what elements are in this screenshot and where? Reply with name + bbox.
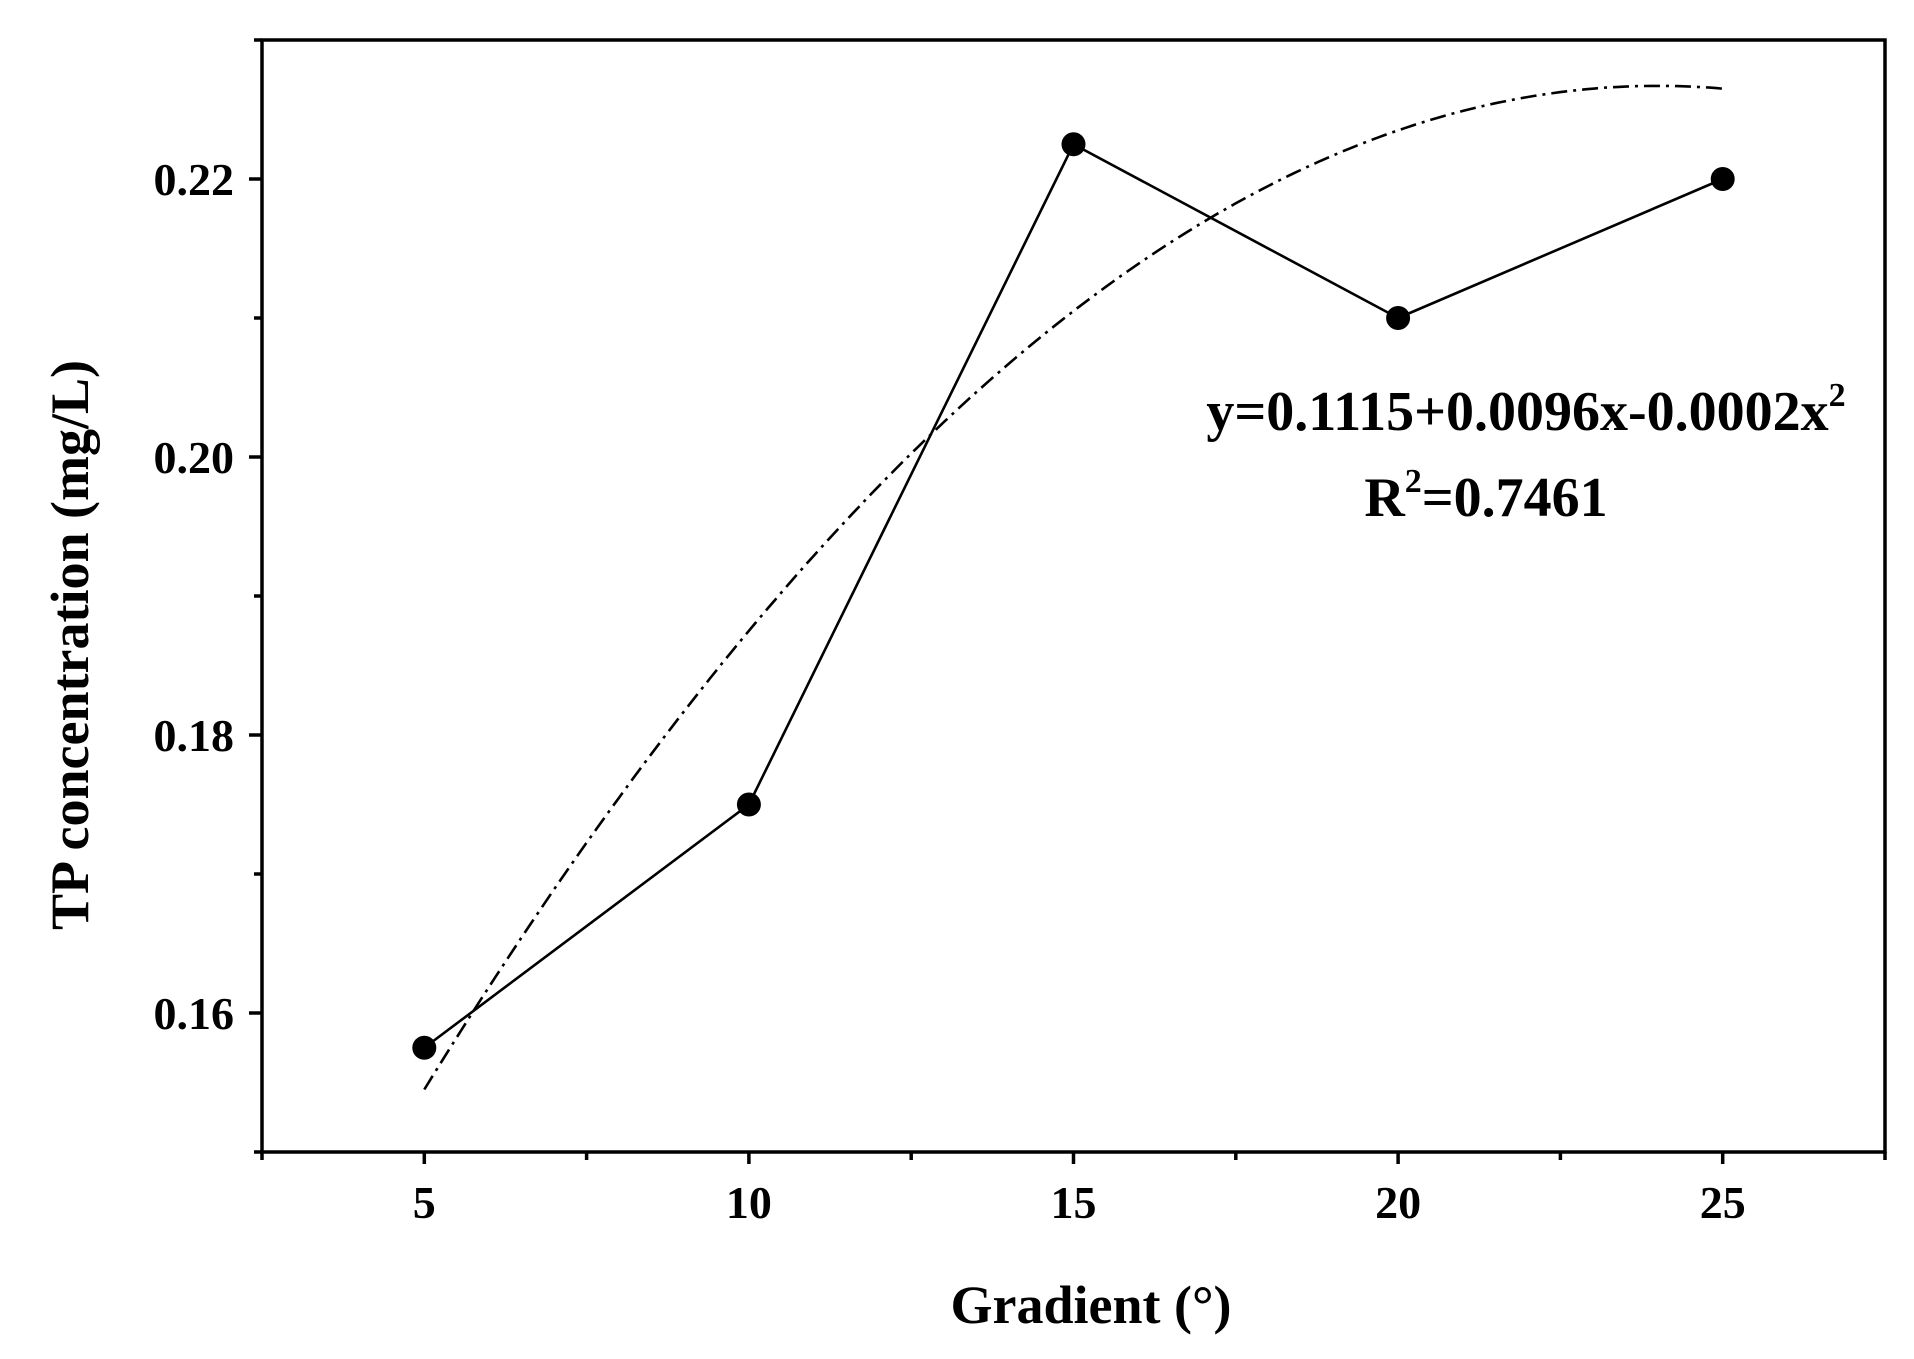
y-axis-title: TP concentration (mg/L) [40,360,100,930]
y-tick-label: 0.18 [154,710,235,761]
x-tick-label: 25 [1700,1177,1746,1228]
r-squared-value: =0.7461 [1422,467,1608,529]
data-point [1061,132,1086,157]
r-squared-prefix: R [1364,467,1405,529]
fit-curve-layer [423,84,1723,1091]
x-tick-label: 5 [413,1177,436,1228]
fit-equation: y=0.1115+0.0096x-0.0002x2 [1206,377,1845,443]
y-tick-label: 0.16 [154,988,235,1039]
y-tick-label: 0.20 [154,432,235,483]
y-tick-label: 0.22 [154,154,235,205]
fit-curve [423,84,1723,1091]
x-tick-label: 15 [1051,1177,1097,1228]
series-line [423,142,1724,1049]
plot-border [260,38,1887,1154]
axis-tick-labels: 5 10 15 20 25 0.16 0.18 0.20 0.22 [154,154,1746,1228]
data-point [412,1035,437,1060]
x-tick-label: 20 [1375,1177,1421,1228]
data-point [1386,306,1411,330]
fit-equation-main: y=0.1115+0.0096x-0.0002x [1206,381,1828,443]
series-layer [412,132,1735,1060]
plot-frame [260,38,1887,1154]
r-squared-superscript: 2 [1405,463,1422,500]
x-tick-label: 10 [726,1177,772,1228]
data-point [736,792,761,817]
fit-equation-superscript: 2 [1829,377,1846,414]
x-axis-title: Gradient (°) [950,1275,1231,1335]
data-point [1710,167,1735,191]
r-squared-annotation: R2=0.7461 [1364,463,1607,529]
axis-ticks [249,38,1887,1164]
